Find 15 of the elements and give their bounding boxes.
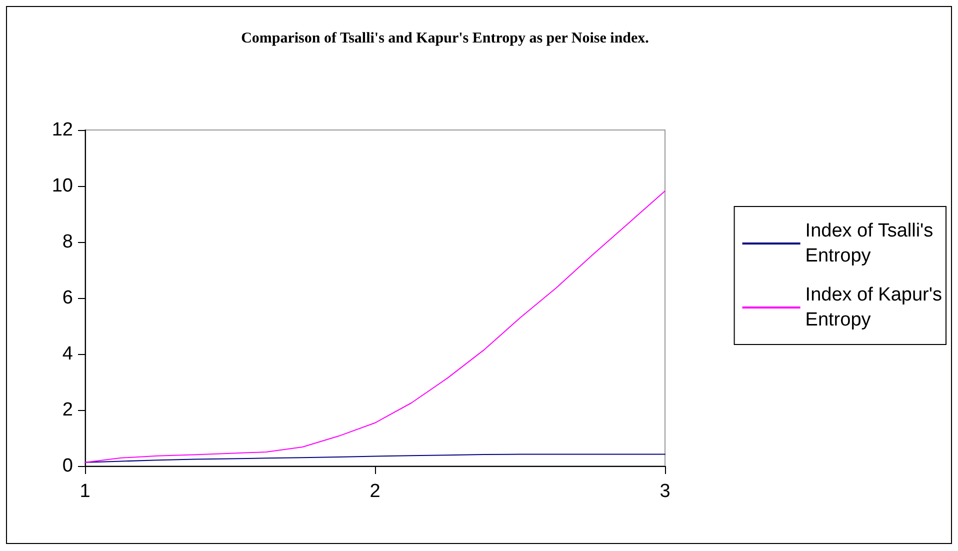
y-tick-label: 2: [62, 400, 73, 420]
x-tick-label: 2: [370, 481, 380, 502]
y-tick-label: 10: [52, 176, 73, 196]
y-tick-label: 4: [62, 344, 74, 364]
y-tick-label: 0: [62, 456, 73, 476]
y-tick-label: 12: [52, 120, 73, 140]
y-tick-label: 6: [62, 288, 73, 308]
x-tick-label: 1: [80, 481, 90, 502]
x-tick-label: 3: [660, 481, 670, 502]
legend-label: Index of Kapur's Entropy: [805, 284, 942, 330]
line-series: [84, 454, 666, 463]
y-tick-label: 8: [62, 232, 73, 252]
chart-title: Comparison of Tsalli's and Kapur's Entropy as per Noise index.: [241, 30, 650, 46]
line-series: [84, 190, 666, 463]
legend-label: Index of Tsalli's Entropy: [805, 220, 934, 266]
